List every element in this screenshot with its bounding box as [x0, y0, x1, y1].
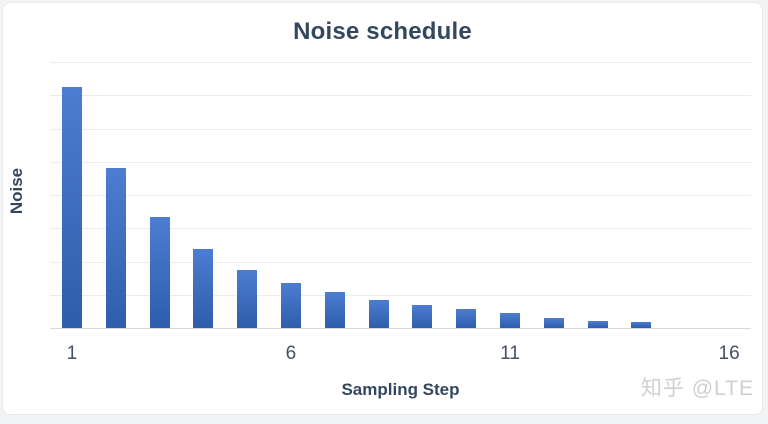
y-axis-title: Noise: [7, 167, 26, 215]
x-tick-label-6: 6: [285, 343, 297, 364]
bar-step-13: [587, 320, 608, 328]
bar-step-14: [631, 322, 652, 328]
bar-step-8: [368, 300, 389, 328]
bar-step-7: [324, 292, 345, 328]
gridline: [50, 261, 751, 263]
chart-title: Noise schedule: [293, 18, 472, 45]
bar-step-3: [149, 217, 170, 328]
x-tick-label-11: 11: [500, 343, 520, 364]
plot-area: [50, 62, 751, 329]
bar-step-2: [105, 168, 126, 328]
x-axis-tick-row: 1 6 11 16: [50, 343, 751, 367]
x-tick-label-16: 16: [718, 343, 740, 364]
gridline: [50, 128, 751, 130]
watermark-text: 知乎 @LTE: [640, 377, 754, 400]
bar-step-9: [412, 305, 433, 328]
x-axis-title: Sampling Step: [341, 380, 460, 399]
x-tick-label-1: 1: [66, 343, 78, 364]
gridline: [50, 62, 751, 63]
bar-step-5: [237, 269, 258, 328]
bar-step-12: [543, 318, 564, 328]
gridline: [50, 195, 751, 196]
bar-step-11: [500, 312, 521, 328]
chart-card: Noise schedule Noise 1 6 11 16 Sampling Ste…: [2, 2, 763, 415]
x-axis-line: [50, 328, 751, 329]
bar-step-6: [280, 282, 301, 328]
gridline: [50, 294, 751, 296]
bar-step-10: [456, 309, 477, 328]
gridline: [50, 161, 751, 163]
bar-step-1: [61, 86, 82, 328]
gridline: [50, 95, 751, 97]
gridline: [50, 228, 751, 230]
bar-step-4: [193, 248, 214, 328]
